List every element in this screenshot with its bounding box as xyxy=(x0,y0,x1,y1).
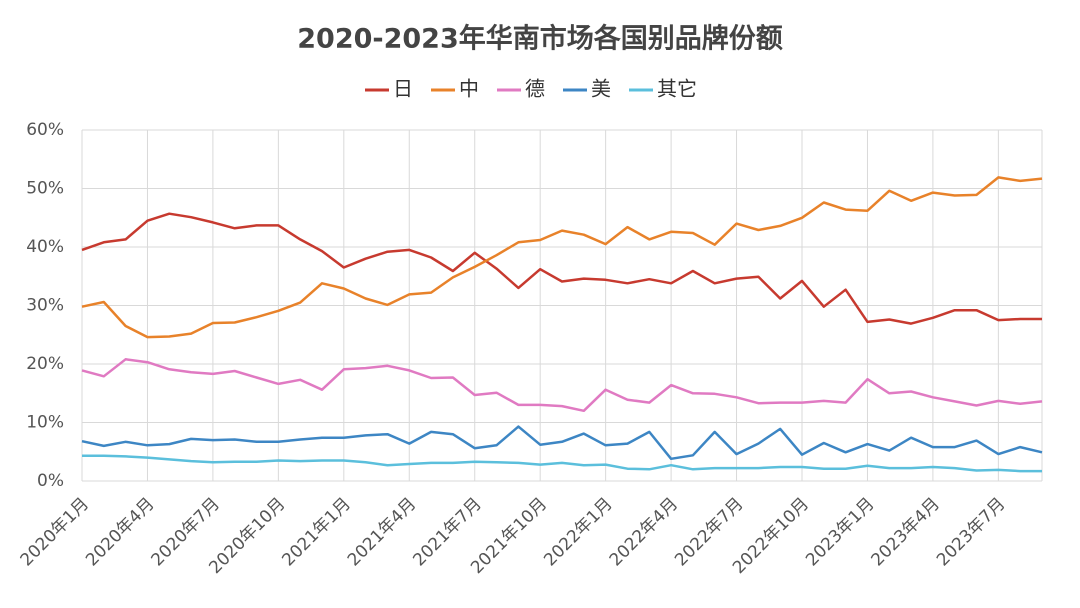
y-tick-label: 60% xyxy=(26,120,64,140)
x-tick-label: 2023年4月 xyxy=(868,494,944,570)
y-tick-label: 50% xyxy=(26,179,64,199)
y-tick-label: 20% xyxy=(26,354,64,374)
series-line xyxy=(81,176,1043,339)
series-line xyxy=(81,358,1043,413)
y-tick-label: 30% xyxy=(26,296,64,316)
series-line xyxy=(82,454,1042,473)
x-tick-label: 2020年1月 xyxy=(17,494,93,570)
x-tick-label: 2021年1月 xyxy=(278,494,354,570)
legend-label: 中 xyxy=(459,77,479,101)
legend-label: 德 xyxy=(525,77,545,101)
x-tick-label: 2023年7月 xyxy=(933,494,1009,570)
legend-label: 美 xyxy=(591,77,611,101)
x-tick-label: 2021年4月 xyxy=(344,494,420,570)
series-line xyxy=(81,425,1043,461)
legend-label: 日 xyxy=(393,77,413,101)
x-tick-label: 2023年1月 xyxy=(802,494,878,570)
y-tick-label: 40% xyxy=(26,237,64,257)
y-tick-label: 0% xyxy=(37,471,64,491)
x-tick-label: 2020年4月 xyxy=(82,494,158,570)
chart-title: 2020-2023年华南市场各国别品牌份额 xyxy=(297,23,783,55)
y-tick-label: 10% xyxy=(26,413,64,433)
legend-label: 其它 xyxy=(657,77,697,101)
x-tick-label: 2022年4月 xyxy=(606,494,682,570)
x-tick-label: 2022年1月 xyxy=(540,494,616,570)
series-line xyxy=(81,212,1042,325)
